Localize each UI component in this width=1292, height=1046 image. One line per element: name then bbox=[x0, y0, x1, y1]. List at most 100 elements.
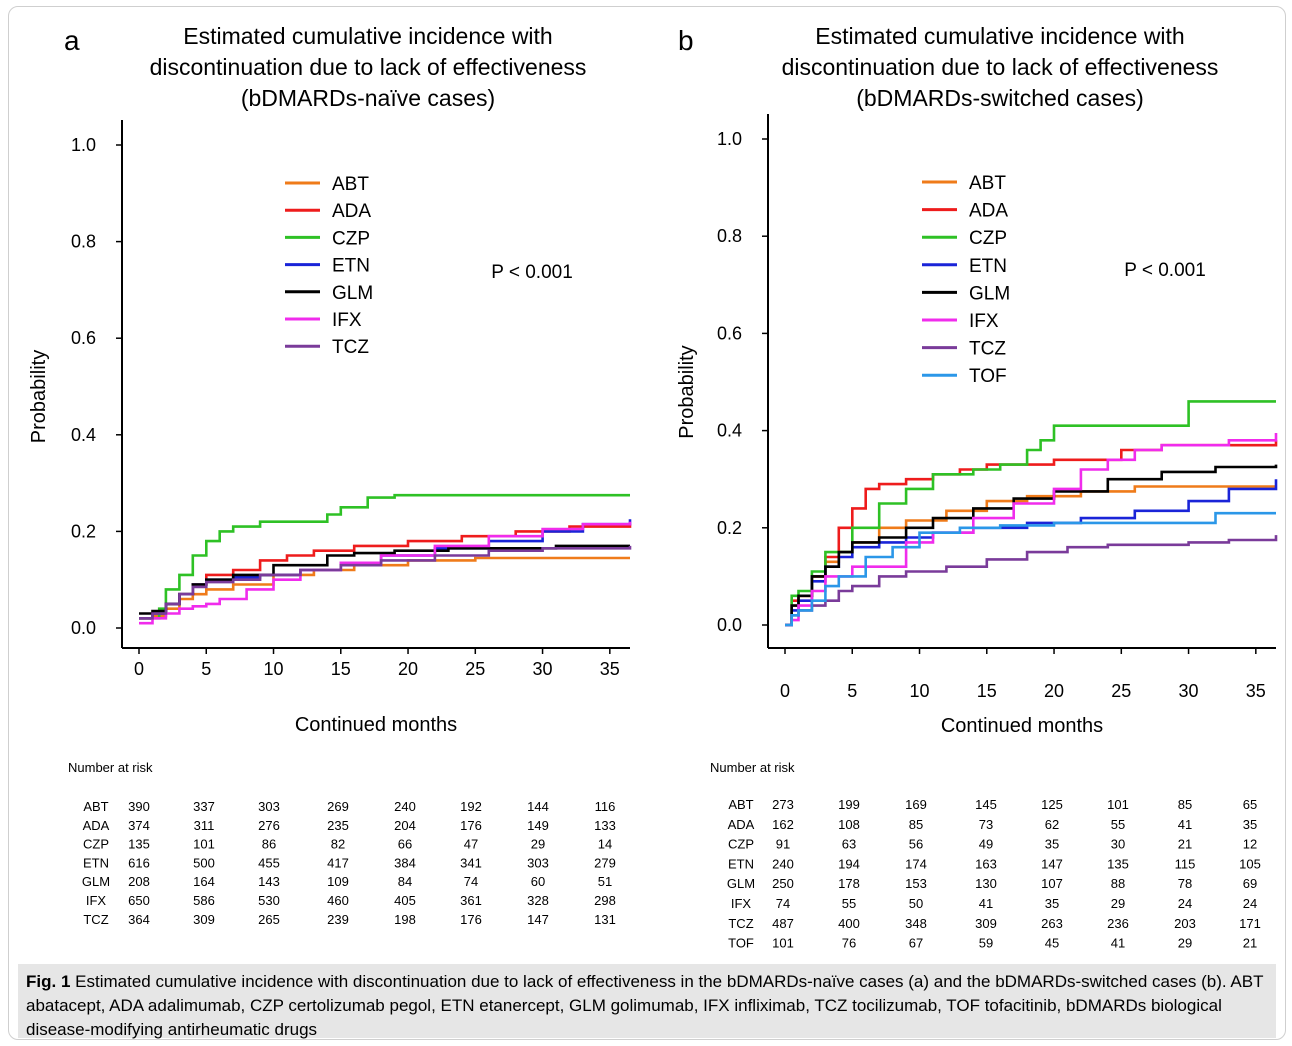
risk-cell: 417 bbox=[327, 855, 349, 870]
y-tick-label: 1.0 bbox=[717, 129, 742, 149]
risk-cell: 109 bbox=[327, 874, 349, 889]
risk-cell: 84 bbox=[398, 874, 412, 889]
chart-panel-a: a Estimated cumulative incidence with disc… bbox=[28, 23, 632, 927]
chart-title-line: discontinuation due to lack of effective… bbox=[150, 54, 587, 80]
risk-cell: 460 bbox=[327, 893, 349, 908]
risk-cell: 298 bbox=[594, 893, 616, 908]
risk-cell: 240 bbox=[394, 799, 416, 814]
risk-cell: 143 bbox=[258, 874, 280, 889]
risk-cell: 105 bbox=[1239, 856, 1261, 871]
risk-cell: 47 bbox=[464, 837, 478, 852]
risk-cell: 348 bbox=[905, 916, 927, 931]
risk-cell: 29 bbox=[1178, 936, 1192, 951]
risk-cell: 101 bbox=[1107, 797, 1129, 812]
risk-cell: 199 bbox=[838, 797, 860, 812]
risk-cell: 265 bbox=[258, 912, 280, 927]
risk-cell: 328 bbox=[527, 893, 549, 908]
risk-cell: 12 bbox=[1243, 837, 1257, 852]
risk-cell: 88 bbox=[1111, 876, 1125, 891]
risk-cell: 85 bbox=[909, 817, 923, 832]
x-axis-label: Continued months bbox=[295, 714, 457, 736]
legend-label-tcz: TCZ bbox=[969, 339, 1006, 360]
y-axis-label: Probability bbox=[676, 345, 698, 438]
risk-cell: 78 bbox=[1178, 876, 1192, 891]
number-at-risk-title: Number at risk bbox=[710, 760, 795, 775]
risk-cell: 178 bbox=[838, 876, 860, 891]
risk-cell: 337 bbox=[193, 799, 215, 814]
x-tick-label: 30 bbox=[533, 659, 553, 679]
risk-cell: 303 bbox=[258, 799, 280, 814]
risk-row-label-abt: ABT bbox=[83, 799, 108, 814]
risk-cell: 208 bbox=[128, 874, 150, 889]
legend-label-glm: GLM bbox=[969, 283, 1010, 304]
figure-caption: Fig. 1 Estimated cumulative incidence wi… bbox=[18, 964, 1276, 1039]
risk-cell: 176 bbox=[460, 912, 482, 927]
y-tick-label: 0.0 bbox=[71, 618, 96, 638]
y-tick-label: 0.8 bbox=[717, 226, 742, 246]
risk-cell: 35 bbox=[1045, 837, 1059, 852]
series-line-czp bbox=[785, 400, 1276, 627]
risk-cell: 131 bbox=[594, 912, 616, 927]
figure-frame bbox=[8, 6, 1286, 1040]
x-tick-label: 35 bbox=[1246, 681, 1266, 701]
risk-cell: 101 bbox=[193, 837, 215, 852]
risk-row-label-czp: CZP bbox=[83, 837, 109, 852]
risk-cell: 41 bbox=[979, 896, 993, 911]
risk-cell: 29 bbox=[1111, 896, 1125, 911]
series-line-tcz bbox=[785, 535, 1278, 627]
risk-cell: 65 bbox=[1243, 797, 1257, 812]
risk-cell: 176 bbox=[460, 818, 482, 833]
risk-row-label-ifx: IFX bbox=[731, 896, 752, 911]
y-tick-label: 0.6 bbox=[717, 323, 742, 343]
figure-label: Fig. 1 bbox=[26, 972, 71, 991]
risk-cell: 236 bbox=[1107, 916, 1129, 931]
risk-row-label-czp: CZP bbox=[728, 837, 754, 852]
x-axis-label: Continued months bbox=[941, 715, 1103, 737]
caption-text: Estimated cumulative incidence with disc… bbox=[26, 972, 1264, 1039]
y-tick-label: 0.0 bbox=[717, 615, 742, 635]
risk-cell: 235 bbox=[327, 818, 349, 833]
y-tick-label: 0.4 bbox=[71, 425, 96, 445]
risk-cell: 101 bbox=[772, 936, 794, 951]
risk-cell: 56 bbox=[909, 837, 923, 852]
risk-cell: 51 bbox=[598, 874, 612, 889]
risk-row-label-tof: TOF bbox=[728, 936, 754, 951]
risk-cell: 74 bbox=[464, 874, 478, 889]
y-tick-label: 0.4 bbox=[717, 421, 742, 441]
x-tick-label: 10 bbox=[264, 659, 284, 679]
risk-cell: 133 bbox=[594, 818, 616, 833]
y-tick-label: 0.8 bbox=[71, 232, 96, 252]
series-line-abt bbox=[139, 556, 630, 620]
series-line-tcz bbox=[139, 545, 632, 620]
risk-cell: 273 bbox=[772, 797, 794, 812]
risk-cell: 55 bbox=[842, 896, 856, 911]
risk-cell: 130 bbox=[975, 876, 997, 891]
risk-cell: 384 bbox=[394, 855, 416, 870]
legend-label-abt: ABT bbox=[332, 174, 369, 195]
risk-cell: 374 bbox=[128, 818, 150, 833]
risk-cell: 163 bbox=[975, 856, 997, 871]
x-tick-label: 10 bbox=[910, 681, 930, 701]
x-tick-label: 20 bbox=[1044, 681, 1064, 701]
risk-cell: 66 bbox=[398, 837, 412, 852]
x-tick-label: 0 bbox=[780, 681, 790, 701]
number-at-risk-title: Number at risk bbox=[68, 760, 153, 775]
legend-label-czp: CZP bbox=[969, 228, 1007, 249]
chart-title-line: (bDMARDs-switched cases) bbox=[856, 85, 1144, 111]
risk-cell: 30 bbox=[1111, 837, 1125, 852]
legend-label-ifx: IFX bbox=[969, 311, 999, 332]
panel-label: b bbox=[678, 25, 694, 56]
risk-row-label-glm: GLM bbox=[727, 876, 755, 891]
y-tick-label: 0.2 bbox=[71, 521, 96, 541]
legend-label-etn: ETN bbox=[332, 256, 370, 277]
risk-cell: 135 bbox=[1107, 856, 1129, 871]
risk-cell: 91 bbox=[776, 837, 790, 852]
risk-cell: 405 bbox=[394, 893, 416, 908]
risk-row-label-tcz: TCZ bbox=[83, 912, 108, 927]
risk-cell: 147 bbox=[1041, 856, 1063, 871]
risk-cell: 69 bbox=[1243, 876, 1257, 891]
chart-title-line: Estimated cumulative incidence with bbox=[815, 23, 1184, 49]
x-tick-label: 25 bbox=[465, 659, 485, 679]
risk-cell: 341 bbox=[460, 855, 482, 870]
x-tick-label: 5 bbox=[847, 681, 857, 701]
